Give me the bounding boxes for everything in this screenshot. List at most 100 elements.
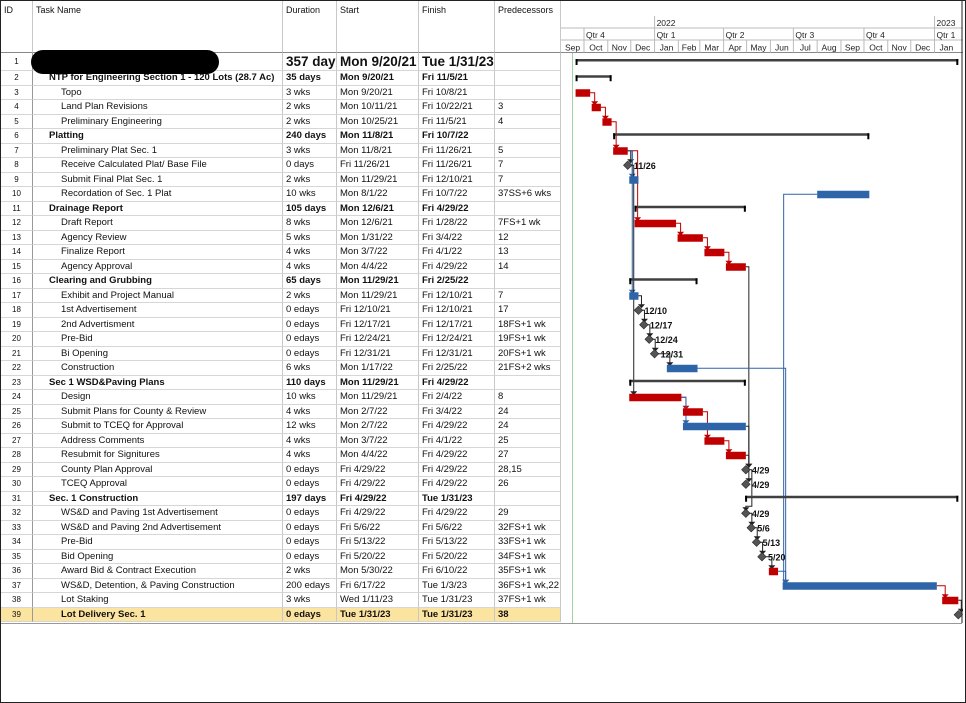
task-name[interactable]: Submit Final Plat Sec. 1 (33, 172, 283, 187)
task-name[interactable]: Clearing and Grubbing (33, 274, 283, 289)
task-predecessors[interactable]: 14 (495, 259, 561, 274)
task-predecessors[interactable]: 3 (495, 100, 561, 115)
task-predecessors[interactable]: 38 (495, 607, 561, 622)
task-id[interactable]: 38 (1, 593, 33, 608)
task-name[interactable]: 1st Advertisement (33, 303, 283, 318)
task-predecessors[interactable]: 20FS+1 wk (495, 346, 561, 361)
task-id[interactable]: 21 (1, 346, 33, 361)
task-duration[interactable]: 0 edays (283, 506, 337, 521)
table-row[interactable]: 21 Bi Opening 0 edays Fri 12/31/21 Fri 12/31… (1, 346, 561, 361)
task-predecessors[interactable]: 28,15 (495, 462, 561, 477)
task-id[interactable]: 16 (1, 274, 33, 289)
task-name[interactable]: Receive Calculated Plat/ Base File (33, 158, 283, 173)
task-start[interactable]: Fri 11/26/21 (337, 158, 419, 173)
task-duration[interactable]: 4 wks (283, 245, 337, 260)
table-row[interactable]: 14 Finalize Report 4 wks Mon 3/7/22 Fri 4/1/… (1, 245, 561, 260)
task-name[interactable]: Sec. 1 Construction (33, 491, 283, 506)
task-name[interactable]: Pre-Bid (33, 535, 283, 550)
task-duration[interactable]: 105 days (283, 201, 337, 216)
table-row[interactable]: 18 1st Advertisement 0 edays Fri 12/10/21 Fr… (1, 303, 561, 318)
task-start[interactable]: Mon 4/4/22 (337, 259, 419, 274)
task-start[interactable]: Mon 9/20/21 (337, 71, 419, 86)
task-start[interactable]: Fri 4/29/22 (337, 491, 419, 506)
task-duration[interactable]: 0 edays (283, 332, 337, 347)
task-name[interactable]: Drainage Report (33, 201, 283, 216)
task-start[interactable]: Mon 3/7/22 (337, 245, 419, 260)
task-start[interactable]: Fri 4/29/22 (337, 477, 419, 492)
task-name[interactable]: Draft Report (33, 216, 283, 231)
task-finish[interactable]: Fri 4/29/22 (419, 448, 495, 463)
task-id[interactable]: 1 (1, 53, 33, 71)
task-finish[interactable]: Fri 5/13/22 (419, 535, 495, 550)
task-finish[interactable]: Fri 2/25/22 (419, 361, 495, 376)
column-header-duration[interactable]: Duration (283, 1, 337, 53)
task-duration[interactable]: 0 days (283, 158, 337, 173)
task-id[interactable]: 7 (1, 143, 33, 158)
task-id[interactable]: 28 (1, 448, 33, 463)
task-start[interactable]: Mon 9/20/21 (337, 53, 419, 71)
task-name[interactable]: Design (33, 390, 283, 405)
task-start[interactable]: Mon 10/25/21 (337, 114, 419, 129)
task-start[interactable]: Fri 5/13/22 (337, 535, 419, 550)
task-name[interactable]: Lot Staking (33, 593, 283, 608)
task-id[interactable]: 3 (1, 85, 33, 100)
table-row[interactable]: 16 Clearing and Grubbing 65 days Mon 11/29/… (1, 274, 561, 289)
task-start[interactable]: Mon 10/11/21 (337, 100, 419, 115)
task-id[interactable]: 2 (1, 71, 33, 86)
task-duration[interactable]: 65 days (283, 274, 337, 289)
task-duration[interactable]: 0 edays (283, 607, 337, 622)
task-predecessors[interactable] (495, 201, 561, 216)
task-name[interactable]: Submit Plans for County & Review (33, 404, 283, 419)
table-row[interactable]: 20 Pre-Bid 0 edays Fri 12/24/21 Fri 12/24/21… (1, 332, 561, 347)
table-row[interactable]: 32 WS&D and Paving 1st Advertisement 0 eda… (1, 506, 561, 521)
task-predecessors[interactable] (495, 129, 561, 144)
task-finish[interactable]: Fri 4/29/22 (419, 259, 495, 274)
task-predecessors[interactable]: 12 (495, 230, 561, 245)
task-predecessors[interactable]: 26 (495, 477, 561, 492)
task-name[interactable]: Platting (33, 129, 283, 144)
task-predecessors[interactable]: 7 (495, 172, 561, 187)
task-id[interactable]: 31 (1, 491, 33, 506)
task-duration[interactable]: 3 wks (283, 85, 337, 100)
task-duration[interactable]: 5 wks (283, 230, 337, 245)
column-header-task-name[interactable]: Task Name (33, 1, 283, 53)
task-predecessors[interactable]: 37SS+6 wks (495, 187, 561, 202)
task-name[interactable]: WS&D and Paving 1st Advertisement (33, 506, 283, 521)
task-start[interactable]: Fri 12/10/21 (337, 303, 419, 318)
task-finish[interactable]: Fri 12/10/21 (419, 172, 495, 187)
task-name[interactable]: Preliminary Plat Sec. 1 (33, 143, 283, 158)
task-start[interactable]: Mon 5/30/22 (337, 564, 419, 579)
task-name[interactable]: WS&D, Detention, & Paving Construction (33, 578, 283, 593)
task-start[interactable]: Fri 4/29/22 (337, 462, 419, 477)
table-row[interactable]: 25 Submit Plans for County & Review 4 wks M… (1, 404, 561, 419)
task-id[interactable]: 23 (1, 375, 33, 390)
task-predecessors[interactable]: 8 (495, 390, 561, 405)
task-predecessors[interactable] (495, 71, 561, 86)
task-start[interactable]: Mon 1/17/22 (337, 361, 419, 376)
task-id[interactable]: 10 (1, 187, 33, 202)
task-predecessors[interactable] (495, 53, 561, 71)
column-header-id[interactable]: ID (1, 1, 33, 53)
table-row[interactable]: 2 NTP for Engineering Section 1 - 120 Lot… (1, 71, 561, 86)
task-duration[interactable]: 4 wks (283, 433, 337, 448)
task-duration[interactable]: 2 wks (283, 288, 337, 303)
task-duration[interactable]: 2 wks (283, 100, 337, 115)
task-id[interactable]: 5 (1, 114, 33, 129)
task-predecessors[interactable]: 13 (495, 245, 561, 260)
table-row[interactable]: 30 TCEQ Approval 0 edays Fri 4/29/22 Fri 4/2… (1, 477, 561, 492)
task-predecessors[interactable]: 34FS+1 wk (495, 549, 561, 564)
task-finish[interactable]: Fri 5/20/22 (419, 549, 495, 564)
task-finish[interactable]: Fri 11/5/21 (419, 71, 495, 86)
table-row[interactable]: 31 Sec. 1 Construction 197 days Fri 4/29/22… (1, 491, 561, 506)
task-finish[interactable]: Fri 10/8/21 (419, 85, 495, 100)
task-start[interactable]: Mon 11/29/21 (337, 274, 419, 289)
task-predecessors[interactable]: 24 (495, 419, 561, 434)
table-row[interactable]: 27 Address Comments 4 wks Mon 3/7/22 Fri 4/1… (1, 433, 561, 448)
task-finish[interactable]: Fri 10/7/22 (419, 187, 495, 202)
task-predecessors[interactable]: 19FS+1 wk (495, 332, 561, 347)
task-id[interactable]: 24 (1, 390, 33, 405)
task-name[interactable]: Topo (33, 85, 283, 100)
task-predecessors[interactable] (495, 491, 561, 506)
task-finish[interactable]: Fri 11/5/21 (419, 114, 495, 129)
